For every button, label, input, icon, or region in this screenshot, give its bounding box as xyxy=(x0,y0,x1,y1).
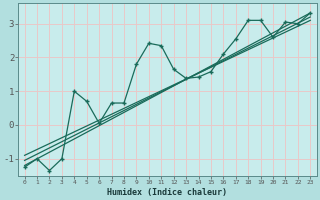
X-axis label: Humidex (Indice chaleur): Humidex (Indice chaleur) xyxy=(108,188,228,197)
